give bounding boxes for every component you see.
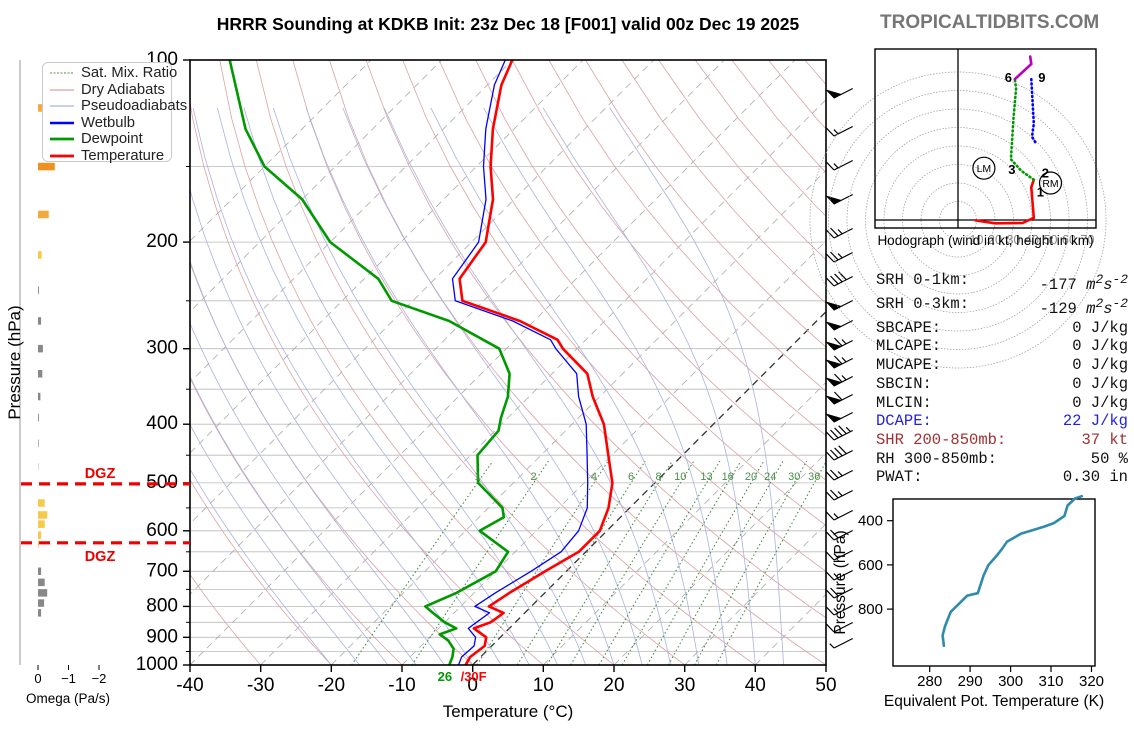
svg-text:10: 10: [533, 675, 554, 696]
svg-text:DGZ: DGZ: [85, 549, 116, 565]
svg-text:Pressure (hPa): Pressure (hPa): [5, 305, 24, 419]
svg-text:16: 16: [722, 471, 734, 483]
svg-text:10: 10: [674, 471, 686, 483]
svg-text:9: 9: [1038, 70, 1045, 85]
svg-text:400: 400: [858, 513, 883, 530]
svg-text:3: 3: [1008, 162, 1015, 177]
svg-text:24: 24: [764, 471, 776, 483]
svg-text:−1: −1: [61, 671, 76, 686]
svg-text:320: 320: [1079, 673, 1104, 690]
svg-text:1000: 1000: [136, 654, 178, 675]
svg-text:310: 310: [1038, 673, 1063, 690]
svg-text:20: 20: [745, 471, 757, 483]
svg-text:280: 280: [917, 673, 942, 690]
svg-text:Omega (Pa/s): Omega (Pa/s): [26, 691, 110, 706]
svg-text:200: 200: [146, 231, 178, 252]
svg-text:8: 8: [655, 471, 661, 483]
svg-text:400: 400: [146, 413, 178, 434]
svg-text:30: 30: [674, 675, 695, 696]
svg-text:600: 600: [146, 520, 178, 541]
svg-text:Equivalent Pot. Temperature (K: Equivalent Pot. Temperature (K): [884, 693, 1104, 710]
svg-text:36: 36: [808, 471, 820, 483]
svg-text:HRRR Sounding at KDKB Init: 23: HRRR Sounding at KDKB Init: 23z Dec 18 […: [217, 14, 800, 34]
svg-text:26: 26: [438, 669, 452, 684]
svg-text:RM: RM: [1042, 178, 1058, 190]
svg-text:20: 20: [603, 675, 624, 696]
svg-text:LM: LM: [977, 163, 992, 175]
svg-text:2: 2: [531, 471, 537, 483]
svg-text:800: 800: [146, 595, 178, 616]
svg-text:1: 1: [474, 471, 480, 483]
svg-text:30: 30: [788, 471, 800, 483]
svg-text:−2: −2: [92, 671, 107, 686]
svg-text:-20: -20: [318, 675, 345, 696]
svg-text:Temperature (°C): Temperature (°C): [443, 702, 574, 721]
svg-text:300: 300: [998, 673, 1023, 690]
svg-text:-10: -10: [388, 675, 415, 696]
svg-text:600: 600: [858, 557, 883, 574]
svg-text:6: 6: [628, 471, 634, 483]
svg-text:TROPICALTIDBITS.COM: TROPICALTIDBITS.COM: [880, 12, 1099, 33]
svg-text:300: 300: [146, 338, 178, 359]
svg-text:40: 40: [745, 675, 766, 696]
svg-text:50: 50: [815, 675, 836, 696]
svg-text:800: 800: [858, 601, 883, 618]
svg-text:900: 900: [146, 626, 178, 647]
svg-text:700: 700: [146, 560, 178, 581]
svg-text:-30: -30: [247, 675, 274, 696]
svg-text:Pressure (hPa): Pressure (hPa): [832, 530, 849, 634]
svg-text:290: 290: [958, 673, 983, 690]
svg-text:13: 13: [700, 471, 712, 483]
svg-text:Hodograph (wind in kt, height: Hodograph (wind in kt, height in km): [877, 233, 1093, 248]
svg-text:0: 0: [34, 671, 41, 686]
svg-text:-40: -40: [176, 675, 203, 696]
svg-text:/30F: /30F: [461, 669, 487, 684]
svg-text:DGZ: DGZ: [85, 466, 116, 482]
svg-text:4: 4: [591, 471, 597, 483]
svg-text:6: 6: [1005, 70, 1012, 85]
